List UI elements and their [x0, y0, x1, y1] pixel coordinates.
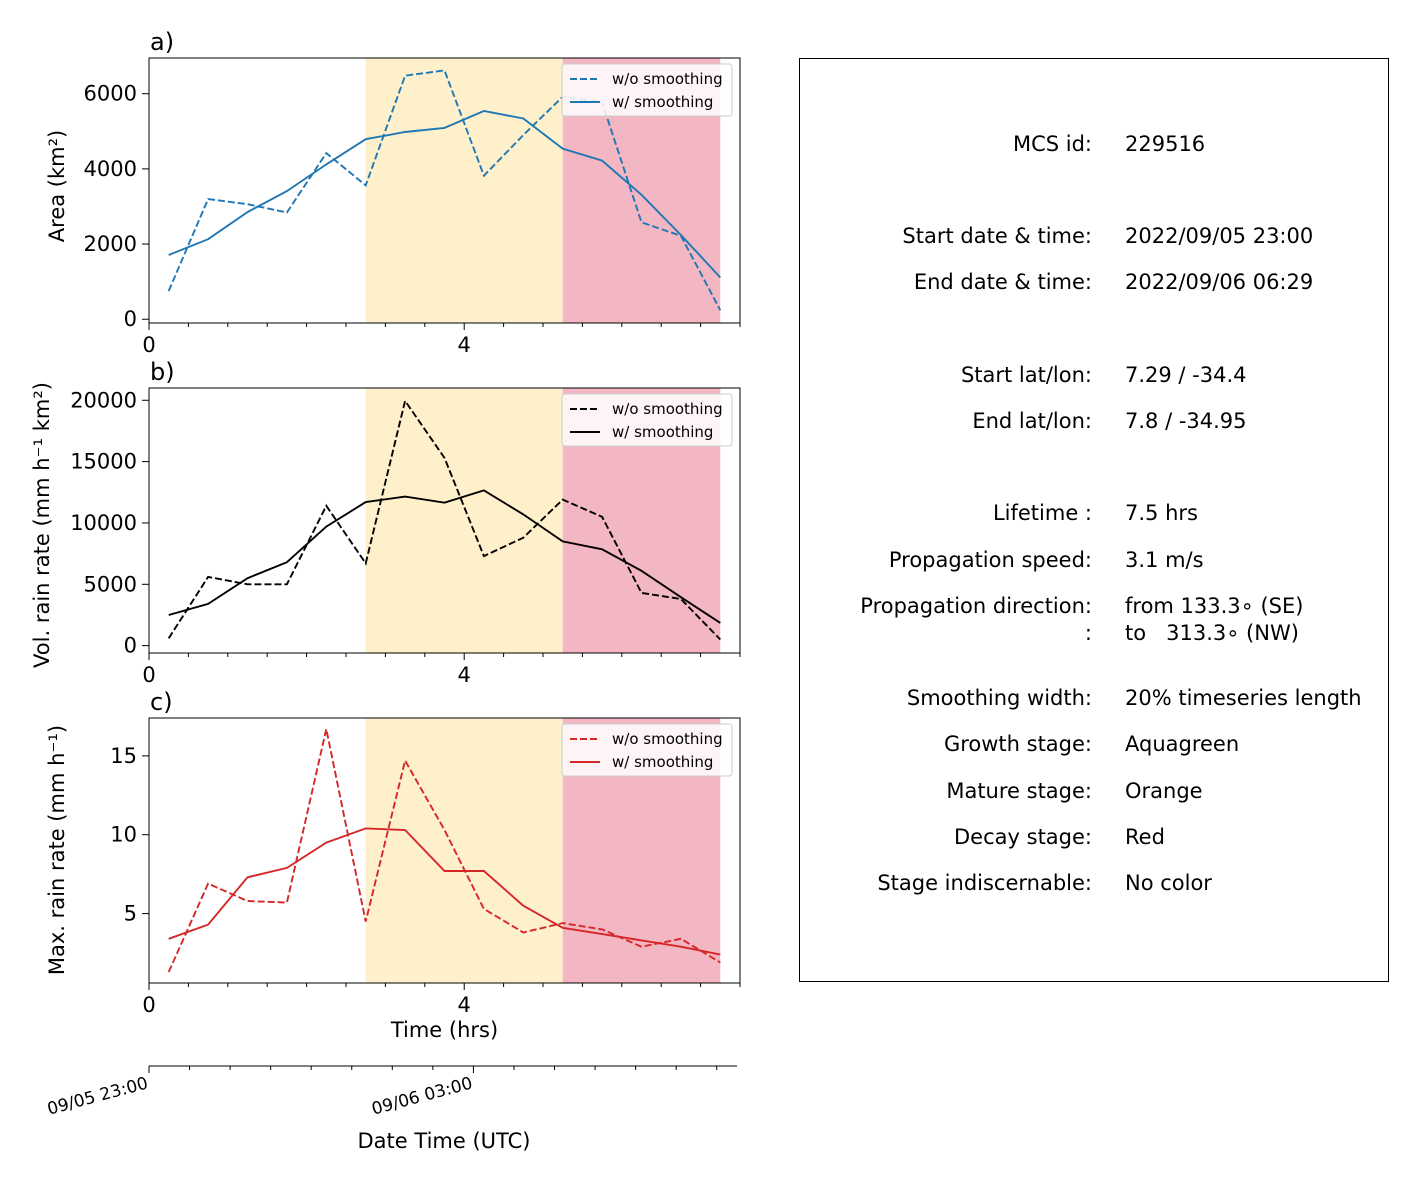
legend-box [561, 63, 733, 117]
legend-box [561, 723, 733, 777]
info-label: Propagation speed: [888, 548, 1092, 572]
x-tick-label: 4 [458, 333, 471, 357]
info-value: 229516 [1125, 132, 1206, 156]
info-value: to 313.3∘ (NW) [1125, 621, 1299, 645]
series-line-smoothed [168, 489, 721, 624]
info-value: 3.1 m/s [1125, 548, 1204, 572]
y-axis-label: Max. rain rate (mm h⁻¹) [45, 725, 69, 975]
info-value: 2022/09/06 06:29 [1125, 270, 1314, 294]
legend-label: w/ smoothing [612, 93, 713, 111]
panel-label: a) [150, 28, 174, 56]
y-tick-label: 15000 [70, 450, 137, 474]
y-tick-label: 15 [110, 744, 137, 768]
info-label: Growth stage: [943, 732, 1092, 756]
info-value: No color [1125, 871, 1212, 895]
date-axis-label: Date Time (UTC) [358, 1129, 531, 1153]
series-line-raw [167, 398, 721, 641]
legend-label: w/o smoothing [612, 400, 723, 418]
info-label: Propagation direction: [860, 594, 1092, 618]
info-label: : [1084, 621, 1092, 645]
y-axis-label: Area (km²) [45, 130, 69, 242]
series-line-smoothed [168, 827, 721, 956]
date-tick-label: 09/05 23:00 [45, 1074, 150, 1120]
stage-band-mature [365, 718, 563, 983]
series-line-raw [167, 728, 721, 973]
info-value: 7.5 hrs [1125, 501, 1198, 525]
y-tick-label: 5000 [84, 572, 137, 596]
axes-frame [148, 57, 741, 324]
panel-label: c) [150, 688, 173, 716]
panel-label: b) [150, 358, 175, 386]
info-label: Smoothing width: [906, 686, 1092, 710]
info-label: Decay stage: [954, 825, 1092, 849]
y-tick-label: 2000 [84, 232, 137, 256]
mcs-info-panel: MCS id: 229516 Start date & time: 2022/0… [799, 58, 1389, 982]
info-value: 20% timeseries length [1125, 686, 1362, 710]
y-tick-label: 0 [124, 634, 137, 658]
legend-label: w/ smoothing [612, 753, 713, 771]
legend-label: w/ smoothing [612, 423, 713, 441]
info-label: End date & time: [913, 270, 1092, 294]
axes-frame [148, 387, 741, 654]
y-tick-label: 4000 [84, 157, 137, 181]
info-value: Aquagreen [1125, 732, 1240, 756]
x-tick-label: 0 [142, 333, 155, 357]
x-tick-label: 4 [458, 993, 471, 1017]
x-tick-label: 0 [142, 993, 155, 1017]
y-axis-label: Vol. rain rate (mm h⁻¹ km²) [30, 382, 54, 668]
y-tick-label: 10 [110, 823, 137, 847]
y-tick-label: 10000 [70, 511, 137, 535]
x-axis-label: Time (hrs) [390, 1018, 498, 1042]
info-label: End lat/lon: [972, 409, 1092, 433]
y-tick-label: 0 [124, 307, 137, 331]
legend-label: w/o smoothing [612, 70, 723, 88]
info-label: MCS id: [1012, 132, 1092, 156]
info-value: from 133.3∘ (SE) [1125, 594, 1304, 618]
legend-label: w/o smoothing [612, 730, 723, 748]
series-line-smoothed [168, 110, 721, 279]
info-value: Red [1125, 825, 1165, 849]
y-tick-label: 5 [124, 902, 137, 926]
x-tick-label: 4 [458, 663, 471, 687]
info-label: Stage indiscernable: [877, 871, 1092, 895]
info-label: Start lat/lon: [960, 363, 1092, 387]
info-label: Start date & time: [902, 224, 1092, 248]
axes-frame [148, 717, 741, 984]
x-tick-label: 0 [142, 663, 155, 687]
legend-box [561, 393, 733, 447]
date-tick-label: 09/06 03:00 [370, 1074, 475, 1120]
info-value: 7.8 / -34.95 [1125, 409, 1247, 433]
y-tick-label: 20000 [70, 388, 137, 412]
info-value: 7.29 / -34.4 [1125, 363, 1247, 387]
stage-band-mature [365, 58, 563, 323]
info-label: Mature stage: [946, 779, 1092, 803]
y-tick-label: 6000 [84, 82, 137, 106]
info-value: 2022/09/05 23:00 [1125, 224, 1314, 248]
stage-band-mature [365, 388, 563, 653]
info-label: Lifetime : [992, 501, 1092, 525]
info-value: Orange [1125, 779, 1203, 803]
